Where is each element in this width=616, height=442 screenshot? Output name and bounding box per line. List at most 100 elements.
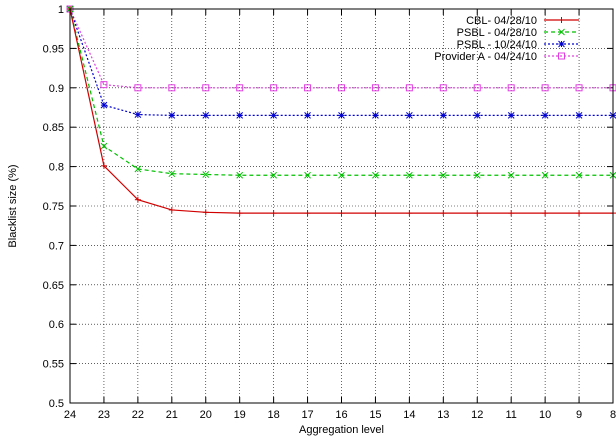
data-point xyxy=(134,84,142,92)
data-point xyxy=(338,112,345,119)
x-tick-label: 15 xyxy=(369,409,381,421)
data-point xyxy=(134,165,142,173)
data-point xyxy=(134,111,142,118)
plot-frame xyxy=(69,8,614,404)
x-tick-label: 17 xyxy=(301,409,313,421)
x-tick-label: 16 xyxy=(335,409,347,421)
data-point xyxy=(541,112,549,119)
series-line-3 xyxy=(69,8,613,89)
data-point xyxy=(202,209,209,216)
x-tick-label: 13 xyxy=(437,409,449,421)
data-point xyxy=(575,112,583,119)
y-tick-label: 0.6 xyxy=(49,319,64,331)
y-tick-label: 0.9 xyxy=(49,83,64,95)
data-point xyxy=(270,84,278,92)
data-point xyxy=(304,210,311,217)
data-point xyxy=(202,112,210,119)
y-tick-label: 0.5 xyxy=(49,398,64,410)
data-point xyxy=(439,171,447,179)
data-point xyxy=(270,171,277,179)
data-point xyxy=(507,171,515,179)
data-point xyxy=(168,206,175,213)
data-point xyxy=(440,210,447,217)
y-tick-label: 0.85 xyxy=(43,122,64,134)
y-tick-label: 0.75 xyxy=(43,201,64,213)
data-point xyxy=(168,170,176,178)
x-tick-label: 21 xyxy=(166,409,178,421)
x-tick-label: 11 xyxy=(505,409,516,421)
data-point xyxy=(507,84,515,92)
legend-marker xyxy=(558,17,565,23)
x-axis-title: Aggregation level xyxy=(299,424,384,436)
legend-label: Provider A - 04/24/10 xyxy=(434,51,537,63)
x-tick-label: 12 xyxy=(471,409,483,421)
y-tick-label: 0.55 xyxy=(43,359,64,371)
x-tick-label: 24 xyxy=(64,409,76,421)
data-point xyxy=(575,84,583,92)
data-point xyxy=(575,171,583,179)
data-point xyxy=(100,101,108,109)
legend-marker xyxy=(558,52,565,60)
x-tick-label: 8 xyxy=(610,409,616,421)
grid-lines xyxy=(70,9,613,403)
data-point xyxy=(236,210,243,217)
data-point xyxy=(406,112,413,119)
data-point xyxy=(338,210,345,217)
legend-label: CBL- 04/28/10 xyxy=(466,15,537,27)
x-tick-label: 18 xyxy=(268,409,280,421)
data-point xyxy=(473,171,481,179)
x-tick-label: 20 xyxy=(200,409,212,421)
data-point xyxy=(236,171,244,179)
y-axis-title: Blacklist size (%) xyxy=(7,164,19,247)
data-point xyxy=(304,171,311,179)
x-tick-label: 19 xyxy=(234,409,246,421)
data-point xyxy=(236,112,244,119)
data-point xyxy=(168,84,176,92)
y-tick-label: 0.95 xyxy=(43,43,64,55)
data-point xyxy=(236,84,244,92)
data-point xyxy=(100,81,108,89)
y-tick-label: 0.7 xyxy=(49,240,64,252)
data-point xyxy=(507,112,515,119)
y-tick-label: 1 xyxy=(58,4,64,16)
data-point xyxy=(508,210,515,217)
data-point xyxy=(473,112,481,119)
y-tick-label: 0.8 xyxy=(49,162,64,174)
data-point xyxy=(100,162,107,169)
data-point xyxy=(304,112,311,119)
x-tick-label: 14 xyxy=(403,409,415,421)
x-tick-label: 9 xyxy=(576,409,582,421)
data-point xyxy=(202,171,210,178)
legend-label: PSBL - 10/24/10 xyxy=(457,39,537,51)
data-point xyxy=(304,84,312,92)
data-point xyxy=(270,112,277,119)
data-point xyxy=(474,210,481,217)
y-tick-label: 0.65 xyxy=(43,280,64,292)
data-point xyxy=(541,171,549,179)
data-point xyxy=(406,210,413,217)
data-point xyxy=(372,112,379,119)
legend-marker xyxy=(558,28,565,36)
data-point xyxy=(372,171,379,179)
data-point xyxy=(541,84,549,92)
data-point xyxy=(134,196,141,203)
data-point xyxy=(406,171,413,179)
x-tick-label: 22 xyxy=(132,409,144,421)
data-point xyxy=(371,84,379,92)
legend-label: PSBL - 04/28/10 xyxy=(457,27,537,39)
data-point xyxy=(439,112,447,119)
data-point xyxy=(202,84,210,92)
data-point xyxy=(439,84,447,92)
x-tick-label: 23 xyxy=(98,409,110,421)
data-point xyxy=(405,84,413,92)
data-point xyxy=(270,210,277,217)
data-point xyxy=(576,210,583,217)
data-point xyxy=(473,84,481,92)
data-point xyxy=(338,171,345,179)
axis-ticks: 0.5 0.55 0.6 0.65 0.7 0.75 0.8 0.85 0.9 0.95 1 24 23… xyxy=(43,4,616,421)
legend-marker xyxy=(558,40,565,48)
data-point xyxy=(100,142,108,150)
data-point xyxy=(338,84,345,92)
